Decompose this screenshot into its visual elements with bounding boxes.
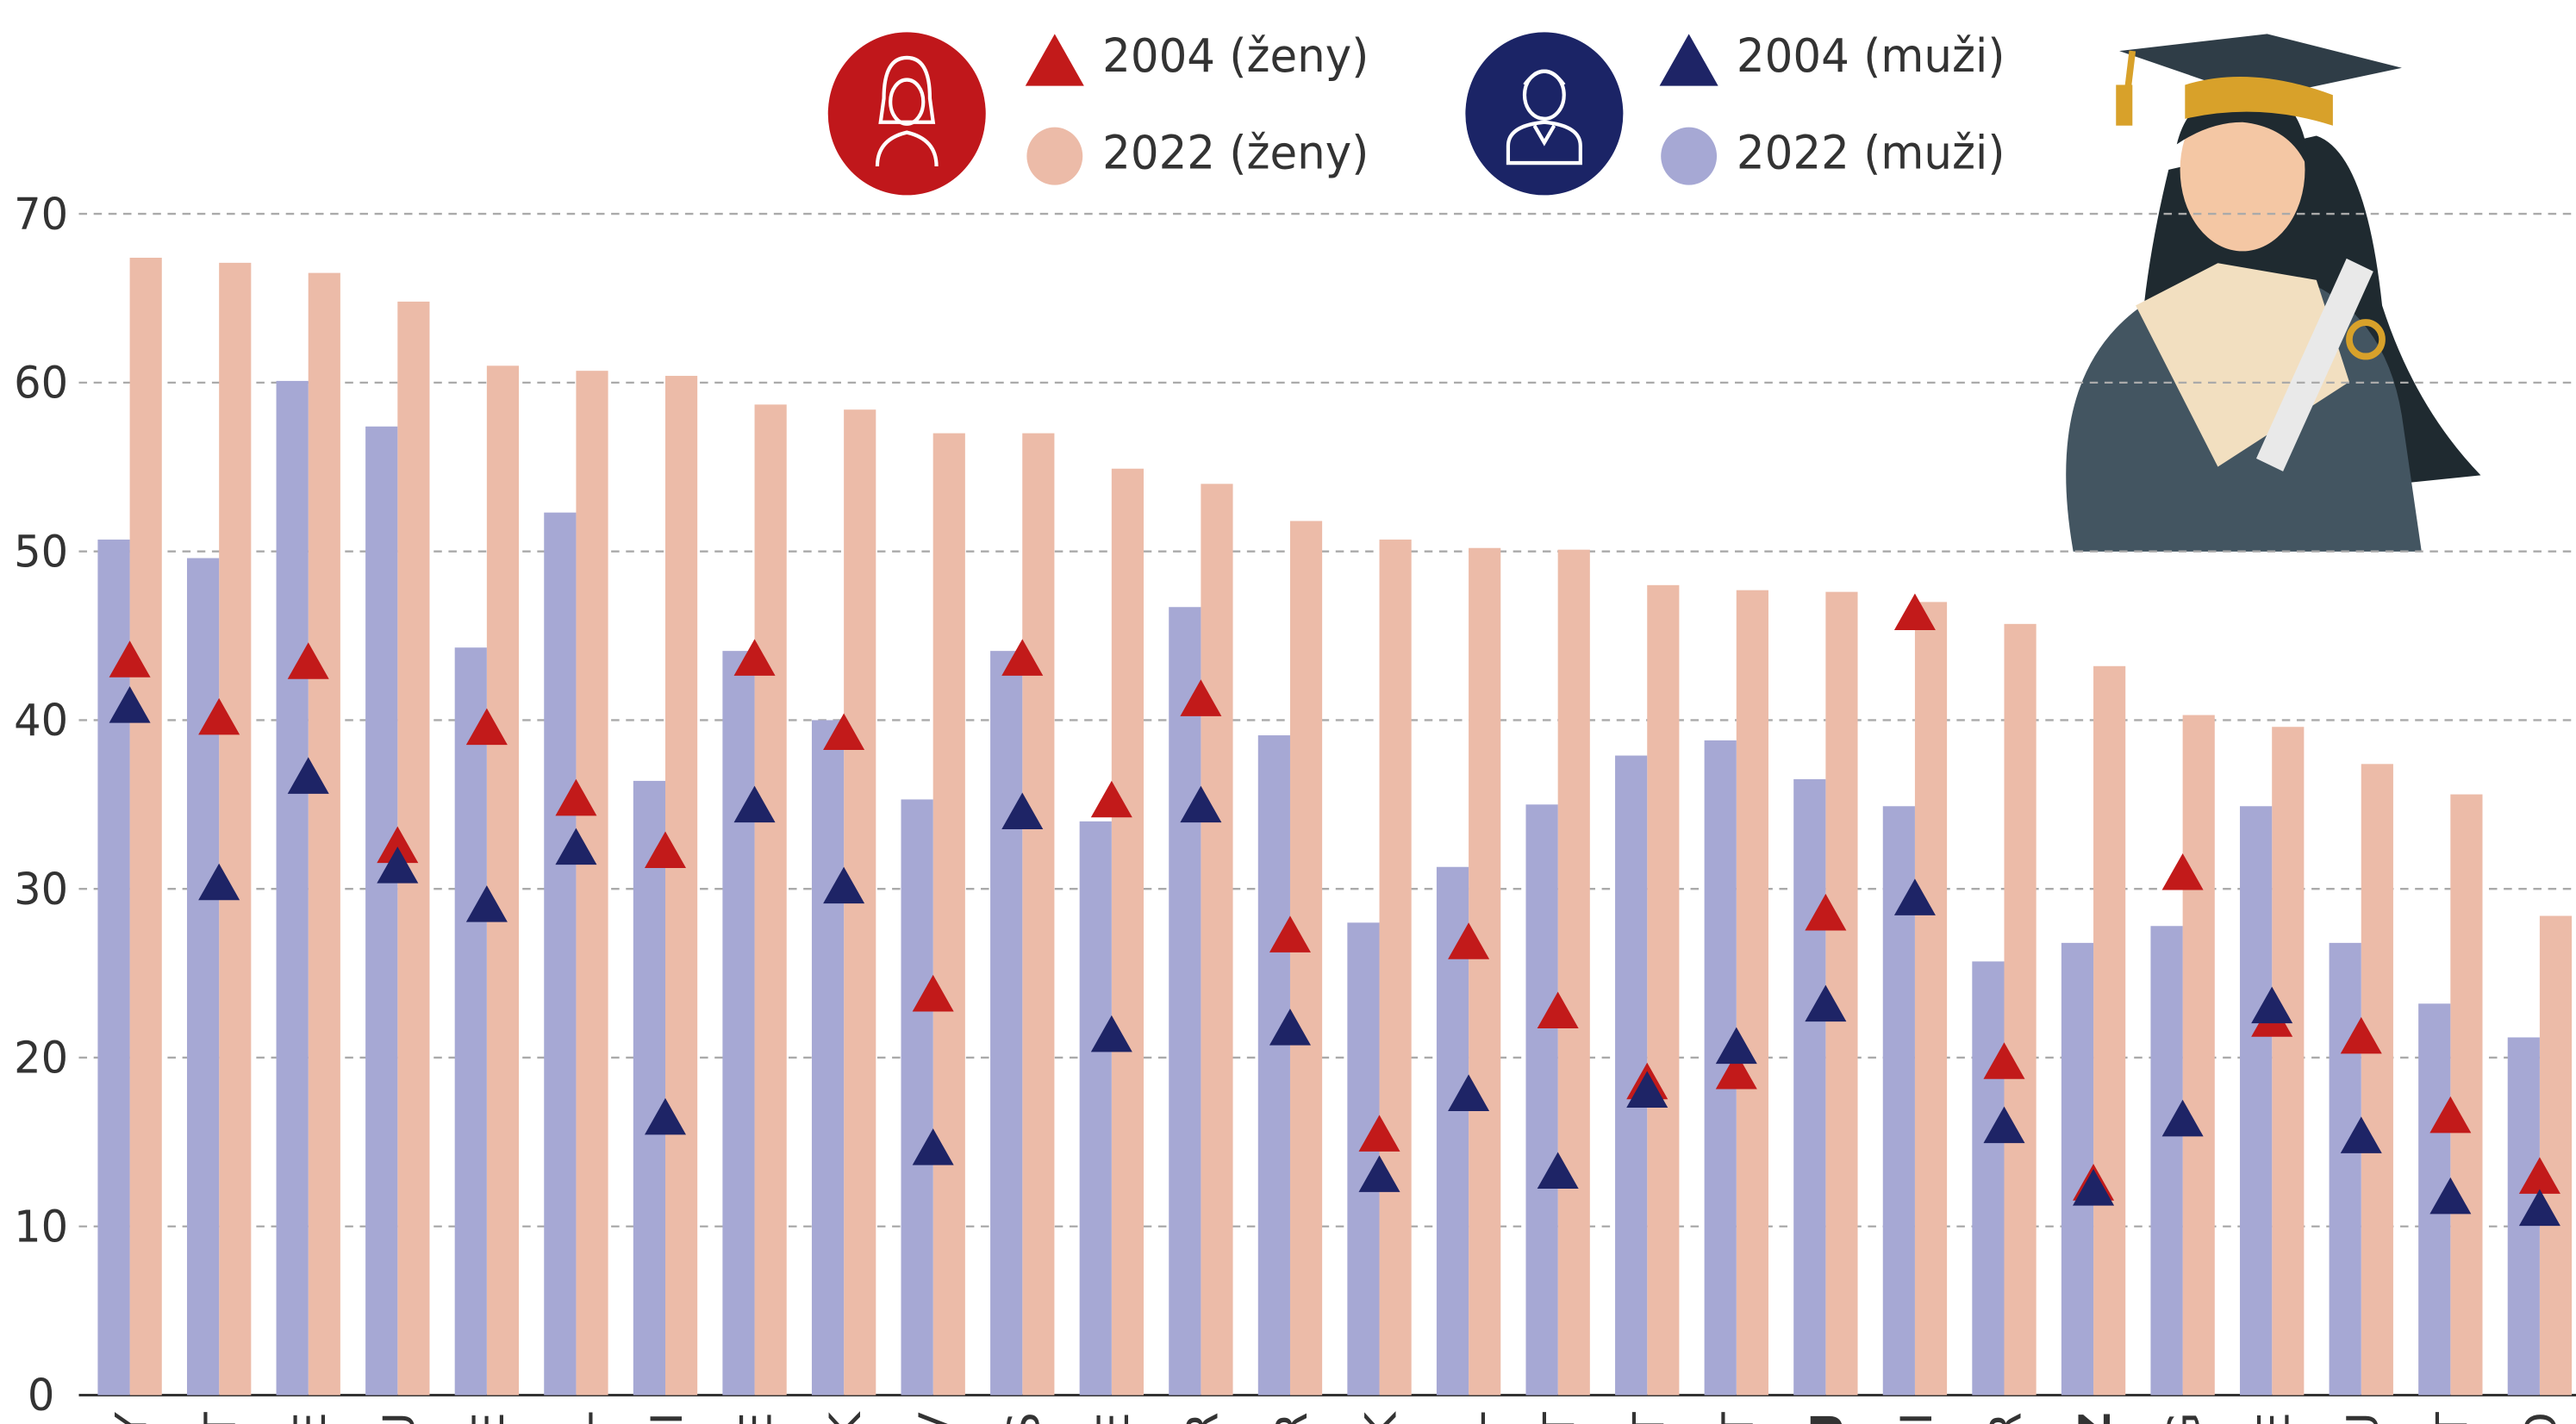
x-tick-label: LT [196, 1412, 246, 1424]
page: {"chart_data":{"type":"bar", "categories… [0, 0, 2576, 1424]
bar [1169, 607, 1201, 1395]
x-tick-label: ES [999, 1412, 1049, 1424]
bar [2330, 943, 2361, 1396]
x-tick-label: DK [820, 1410, 870, 1424]
bar [901, 799, 933, 1395]
legend-label: 2022 (ženy) [1102, 127, 1369, 180]
x-tick-label: GE [2249, 1412, 2298, 1424]
x-tick-label: PL [1445, 1412, 1495, 1424]
bar [1380, 540, 1412, 1396]
legend-swatch [1026, 128, 1082, 185]
bar [2183, 715, 2215, 1396]
bar [1647, 585, 1679, 1396]
bar [665, 376, 697, 1395]
bar [812, 720, 844, 1395]
legend-swatch [1661, 128, 1717, 185]
x-tick-label: SI [642, 1412, 692, 1424]
bar [1080, 821, 1112, 1396]
bar [576, 371, 608, 1395]
x-tick-label: IE [285, 1412, 335, 1424]
chart: 0 10 20 30 40 50 60 70 CY LT IE LU SE NL SI BE DK LV ES EE F… [0, 0, 2576, 1424]
graduate-illustration [2066, 34, 2480, 552]
bar [1258, 735, 1290, 1395]
bar [187, 558, 219, 1395]
x-tick-label: BE [731, 1412, 781, 1424]
bar [1525, 804, 1557, 1395]
y-tick-label: 50 [14, 526, 68, 578]
bar [219, 263, 251, 1396]
x-tick-label: BG [2159, 1412, 2209, 1424]
bar [933, 434, 965, 1396]
x-tick-label: GR [1267, 1412, 1317, 1424]
bar [1201, 484, 1232, 1395]
y-tick-label: 10 [14, 1201, 68, 1252]
x-tick-label: NL [552, 1412, 602, 1424]
bar [2361, 764, 2393, 1395]
bar [1737, 590, 1768, 1396]
y-tick-label: 0 [28, 1369, 55, 1421]
bar [1112, 469, 1144, 1396]
x-tick-label: SK [1356, 1410, 1406, 1424]
bar [633, 781, 665, 1396]
legend-label: 2004 (muži) [1737, 29, 2005, 83]
x-tick-label: EU [1802, 1412, 1852, 1424]
bar [455, 647, 487, 1395]
bar [2450, 795, 2482, 1396]
x-tick-label: HU [2338, 1412, 2388, 1424]
x-tick-label: CY [106, 1412, 156, 1424]
bar [130, 258, 162, 1396]
bar [365, 427, 397, 1396]
x-tick-label: CZ [2070, 1412, 2120, 1424]
bar [755, 404, 787, 1395]
x-tick-label: FI [1892, 1412, 1942, 1424]
x-tick-label: FR [1177, 1412, 1227, 1424]
bar [1290, 521, 1322, 1395]
bar [2093, 666, 2125, 1396]
y-tick-label: 60 [14, 357, 68, 409]
bar [487, 365, 519, 1395]
bar [2061, 943, 2093, 1396]
x-tick-label: PT [1534, 1412, 1584, 1424]
x-tick-label: EE [1088, 1412, 1138, 1424]
bar [2150, 926, 2182, 1395]
legend-label: 2004 (ženy) [1102, 29, 1369, 83]
legend-swatch [1660, 34, 1718, 85]
bar [2272, 727, 2304, 1395]
men-icon [1465, 32, 1623, 195]
bar [309, 273, 340, 1396]
x-tick-label: LV [910, 1412, 960, 1424]
bar [1793, 779, 1825, 1396]
x-tick-label: SE [464, 1412, 514, 1424]
legend-swatch [1026, 34, 1084, 85]
bar [1915, 602, 1947, 1395]
bar [2540, 916, 2572, 1396]
y-tick-label: 30 [14, 863, 68, 915]
x-tick-label: RO [2517, 1412, 2567, 1424]
bar [990, 651, 1022, 1395]
x-tick-label: LU [374, 1412, 424, 1424]
legend-label: 2022 (muži) [1737, 127, 2005, 180]
bar [722, 651, 754, 1395]
bar [1347, 922, 1379, 1395]
y-tick-label: 20 [14, 1032, 68, 1084]
x-tick-label: MT [1624, 1412, 1674, 1424]
x-tick-label: HR [1980, 1412, 2030, 1424]
bar [1022, 434, 1054, 1396]
x-tick-label: AT [1713, 1412, 1763, 1424]
bar [1972, 961, 2004, 1395]
x-tick-label: IT [2427, 1412, 2477, 1424]
y-tick-label: 40 [14, 694, 68, 746]
bar [2004, 624, 2036, 1396]
bar [1469, 548, 1500, 1396]
y-tick-label: 70 [14, 188, 68, 240]
bar [2240, 806, 2272, 1395]
bar [277, 381, 309, 1396]
bar [544, 513, 576, 1396]
bar [1558, 550, 1590, 1396]
